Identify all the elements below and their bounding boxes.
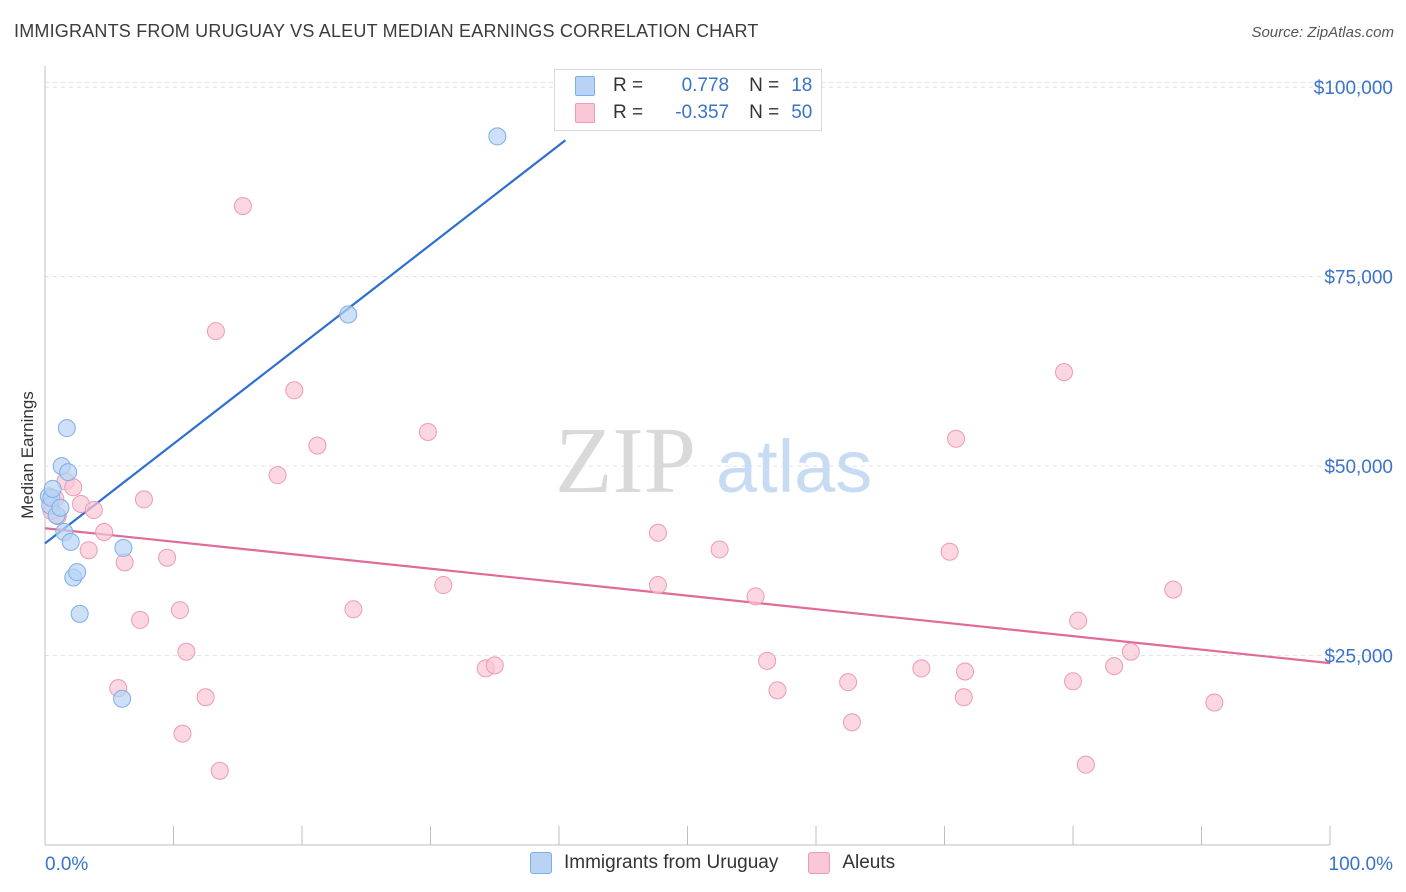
aleut-point	[648, 576, 667, 595]
uruguay-trend-line	[44, 139, 567, 545]
legend-item-aleuts[interactable]: Aleuts	[808, 852, 895, 874]
uruguay-point	[339, 305, 358, 324]
aleut-point	[131, 610, 150, 629]
uruguay-point	[57, 419, 76, 438]
y-tick-label: $100,000	[1314, 78, 1393, 99]
aleut-trend-line	[44, 527, 1331, 665]
aleut-point	[1076, 755, 1095, 774]
aleut-point	[434, 576, 453, 595]
aleut-point	[84, 501, 103, 520]
aleut-point	[196, 688, 215, 707]
data-points	[39, 127, 1224, 780]
aleut-point	[285, 381, 304, 400]
aleut-point	[206, 322, 225, 341]
chart-title: IMMIGRANTS FROM URUGUAY VS ALEUT MEDIAN …	[14, 21, 759, 41]
aleut-point	[210, 761, 229, 780]
aleut-point	[768, 681, 787, 700]
gridlines	[45, 82, 1392, 657]
aleut-point	[233, 197, 252, 216]
watermark-zip: ZIP	[555, 409, 696, 513]
x-tick-label-max: 100.0%	[1329, 854, 1394, 875]
aleut-point	[746, 587, 765, 606]
aleut-point	[842, 713, 861, 732]
legend-r-value: -0.357	[675, 102, 730, 123]
trend-lines	[44, 139, 1331, 665]
y-axis-label: Median Earnings	[18, 391, 37, 519]
aleut-point	[268, 466, 287, 485]
watermark-atlas: atlas	[716, 425, 872, 508]
legend-swatch-blue	[530, 852, 552, 874]
aleut-point	[839, 673, 858, 692]
y-tick-label: $50,000	[1324, 457, 1393, 478]
uruguay-point	[61, 532, 80, 551]
legend-n-value: 18	[791, 75, 813, 96]
aleut-point	[1105, 657, 1124, 676]
legend-row-aleuts: R = -0.357 N = 50	[575, 100, 812, 126]
aleut-point	[758, 651, 777, 670]
aleut-point	[170, 601, 189, 620]
uruguay-point	[59, 463, 78, 482]
aleut-point	[485, 656, 504, 675]
legend-label-uruguay: Immigrants from Uruguay	[564, 852, 779, 873]
aleut-point	[158, 548, 177, 567]
aleut-point	[418, 422, 437, 441]
correlation-legend: R = 0.778 N = 18 R = -0.357 N = 50	[554, 69, 822, 131]
axes	[44, 66, 1331, 846]
uruguay-point	[43, 479, 62, 498]
aleut-point	[308, 436, 327, 455]
aleut-point	[1205, 693, 1224, 712]
legend-n-label: N =	[749, 102, 780, 123]
aleut-point	[177, 642, 196, 661]
aleut-point	[648, 523, 667, 542]
uruguay-point	[51, 498, 70, 517]
uruguay-point	[114, 538, 133, 557]
aleut-point	[1121, 642, 1140, 661]
legend-swatch-blue	[575, 76, 595, 96]
source-label: Source: ZipAtlas.com	[1251, 24, 1394, 41]
aleut-point	[956, 662, 975, 681]
series-legend: Immigrants from Uruguay Aleuts	[530, 852, 925, 874]
uruguay-point	[113, 689, 132, 708]
x-tick-label-min: 0.0%	[45, 854, 88, 875]
aleut-point	[940, 542, 959, 561]
y-tick-label: $75,000	[1324, 268, 1393, 289]
aleut-point	[1164, 580, 1183, 599]
aleut-point	[947, 429, 966, 448]
legend-r-label: R =	[613, 102, 644, 123]
y-tick-label: $25,000	[1324, 647, 1393, 668]
aleut-point	[344, 600, 363, 619]
aleut-point	[95, 523, 114, 542]
aleut-point	[1055, 363, 1074, 382]
legend-row-uruguay: R = 0.778 N = 18	[575, 73, 812, 99]
aleut-point	[1064, 672, 1082, 691]
legend-swatch-pink	[575, 103, 595, 123]
legend-label-aleuts: Aleuts	[842, 852, 896, 873]
legend-n-label: N =	[749, 75, 780, 96]
aleut-point	[954, 688, 973, 707]
legend-swatch-pink	[808, 852, 831, 874]
aleut-point	[134, 490, 153, 509]
aleut-point	[912, 659, 931, 678]
uruguay-point	[68, 563, 87, 582]
uruguay-point	[70, 604, 89, 623]
legend-item-uruguay[interactable]: Immigrants from Uruguay	[530, 852, 778, 874]
aleut-point	[710, 540, 729, 559]
aleut-point	[173, 724, 192, 743]
aleut-point	[64, 478, 83, 497]
legend-r-label: R =	[613, 75, 644, 96]
uruguay-point	[488, 127, 507, 146]
tick-labels: $25,000 $50,000 $75,000 $100,000 0.0% 100.0%	[45, 78, 1393, 875]
legend-r-value: 0.778	[681, 75, 730, 96]
aleut-point	[1069, 611, 1088, 630]
legend-n-value: 50	[791, 102, 813, 123]
aleut-point	[79, 541, 98, 560]
